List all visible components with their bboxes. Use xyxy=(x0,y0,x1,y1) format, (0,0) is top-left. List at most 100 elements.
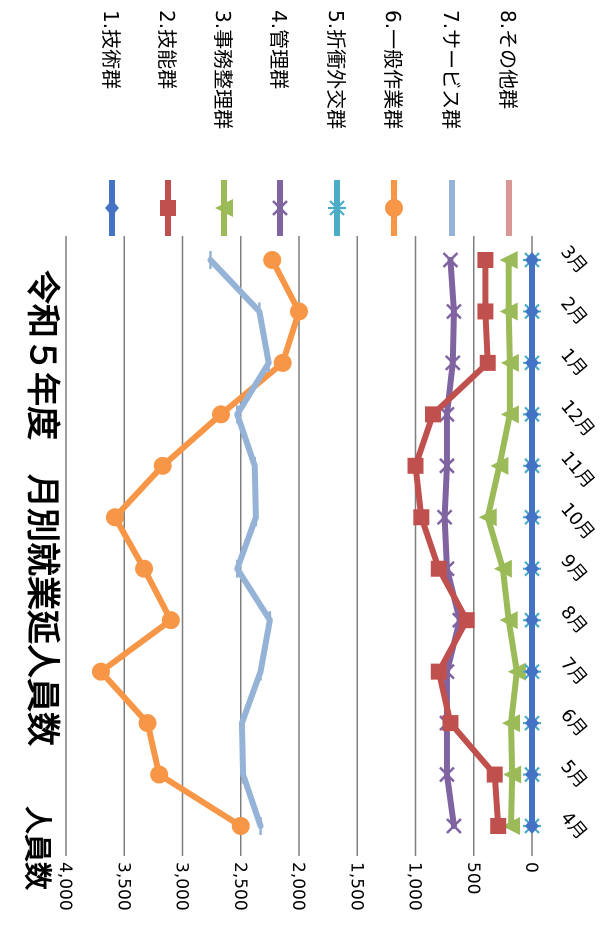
y-tick-label: 2,500 xyxy=(230,862,250,911)
data-point xyxy=(105,508,124,527)
data-point xyxy=(477,303,494,320)
data-point xyxy=(430,663,447,680)
data-point xyxy=(477,252,494,268)
data-point xyxy=(439,766,455,783)
y-tick-label: 3,500 xyxy=(113,862,133,911)
series-line xyxy=(484,257,520,829)
series-3 xyxy=(478,251,526,835)
data-point xyxy=(525,715,539,732)
data-point xyxy=(153,456,172,475)
data-point xyxy=(525,766,539,783)
data-point xyxy=(525,457,539,474)
legend-item: 6.一般作業群 xyxy=(381,10,405,236)
data-point xyxy=(91,662,110,681)
x-category-label: 4月 xyxy=(556,808,591,844)
data-point xyxy=(525,354,539,371)
x-axis-categories: 4月 5月 6月 7月 8月 9月 10月 11月 12月 1月 2月 3月 xyxy=(556,242,598,844)
data-point xyxy=(436,509,453,526)
data-point xyxy=(525,406,539,423)
data-point xyxy=(502,714,521,733)
x-category-label: 6月 xyxy=(556,705,591,741)
x-category-label: 12月 xyxy=(556,396,598,441)
legend-item: 2.技能群 xyxy=(155,10,179,236)
data-point xyxy=(290,302,308,321)
x-category-label: 10月 xyxy=(556,499,598,544)
data-point xyxy=(486,766,503,783)
data-point xyxy=(525,612,539,629)
legend-label: 8.その他群 xyxy=(496,10,520,109)
data-point xyxy=(490,456,509,475)
x-category-label: 8月 xyxy=(556,602,591,638)
data-point xyxy=(273,353,292,372)
data-point xyxy=(272,200,288,216)
y-tick-label: 1,000 xyxy=(405,862,425,911)
legend-label: 7.サービス群 xyxy=(439,10,463,129)
data-point xyxy=(525,663,539,680)
data-point xyxy=(499,302,518,321)
legend-label: 4.管理群 xyxy=(267,10,291,89)
data-point xyxy=(215,199,233,217)
data-point xyxy=(424,406,441,423)
data-point xyxy=(328,200,346,216)
legend-item: 7.サービス群 xyxy=(439,10,463,236)
legend-item: 5.折衝外交群 xyxy=(324,10,348,236)
data-point xyxy=(135,559,154,578)
series-line xyxy=(441,257,463,829)
data-point xyxy=(439,457,455,474)
legend-item: 3.事務整理群 xyxy=(211,10,235,236)
data-point xyxy=(525,818,539,834)
x-category-label: 2月 xyxy=(556,293,591,329)
data-point xyxy=(500,353,519,372)
legend-item: 1.技術群 xyxy=(99,10,123,236)
legend-label: 6.一般作業群 xyxy=(381,10,405,129)
data-point xyxy=(105,200,119,216)
data-point xyxy=(407,457,424,474)
data-point xyxy=(444,355,461,371)
data-point xyxy=(413,509,430,526)
data-point xyxy=(525,560,539,577)
series-6 xyxy=(91,251,308,835)
series-1 xyxy=(525,252,539,834)
x-category-label: 11月 xyxy=(556,448,598,493)
data-point xyxy=(499,251,518,269)
x-category-label: 7月 xyxy=(556,653,591,689)
data-point xyxy=(138,714,157,733)
legend-label: 2.技能群 xyxy=(155,10,179,89)
series-line xyxy=(97,257,302,829)
legend-label: 1.技術群 xyxy=(99,10,123,89)
data-point xyxy=(211,405,230,424)
data-point xyxy=(231,817,250,835)
y-axis-ticks: 0 500 1,000 1,500 2,000 2,500 3,000 3,500 4,000 xyxy=(55,862,541,911)
data-point xyxy=(150,765,169,784)
y-axis-label: 人員数 xyxy=(21,806,54,891)
data-point xyxy=(525,252,539,268)
series-2 xyxy=(407,252,507,834)
chart-title: 令和５年度 月別就業延人員数 xyxy=(22,270,62,746)
y-tick-label: 1,500 xyxy=(346,862,366,911)
y-tick-label: 500 xyxy=(463,862,483,894)
data-point xyxy=(478,508,497,527)
series-line xyxy=(412,257,502,829)
data-point xyxy=(446,818,462,834)
series-4 xyxy=(436,252,468,834)
series-7 xyxy=(207,251,273,835)
legend-item: 4.管理群 xyxy=(267,10,291,236)
legend-item: 8.その他群 xyxy=(496,10,520,236)
x-category-label: 1月 xyxy=(556,345,591,381)
data-point xyxy=(430,560,447,577)
data-point xyxy=(385,199,403,217)
legend-label: 5.折衝外交群 xyxy=(324,10,348,129)
legend: 1.技術群 2.技能群 3.事務整理群 4.管理群 5.折衝外交群 6.一般作業群 7.サー… xyxy=(99,10,520,236)
data-point xyxy=(493,559,512,578)
data-point xyxy=(499,611,518,630)
data-point xyxy=(458,612,475,629)
legend-label: 3.事務整理群 xyxy=(211,10,235,129)
data-point xyxy=(525,303,539,320)
gridlines xyxy=(65,236,533,856)
series-layer xyxy=(91,251,541,835)
x-category-label: 9月 xyxy=(556,550,591,586)
data-point xyxy=(442,715,459,732)
data-point xyxy=(525,509,539,526)
data-point xyxy=(500,405,519,424)
